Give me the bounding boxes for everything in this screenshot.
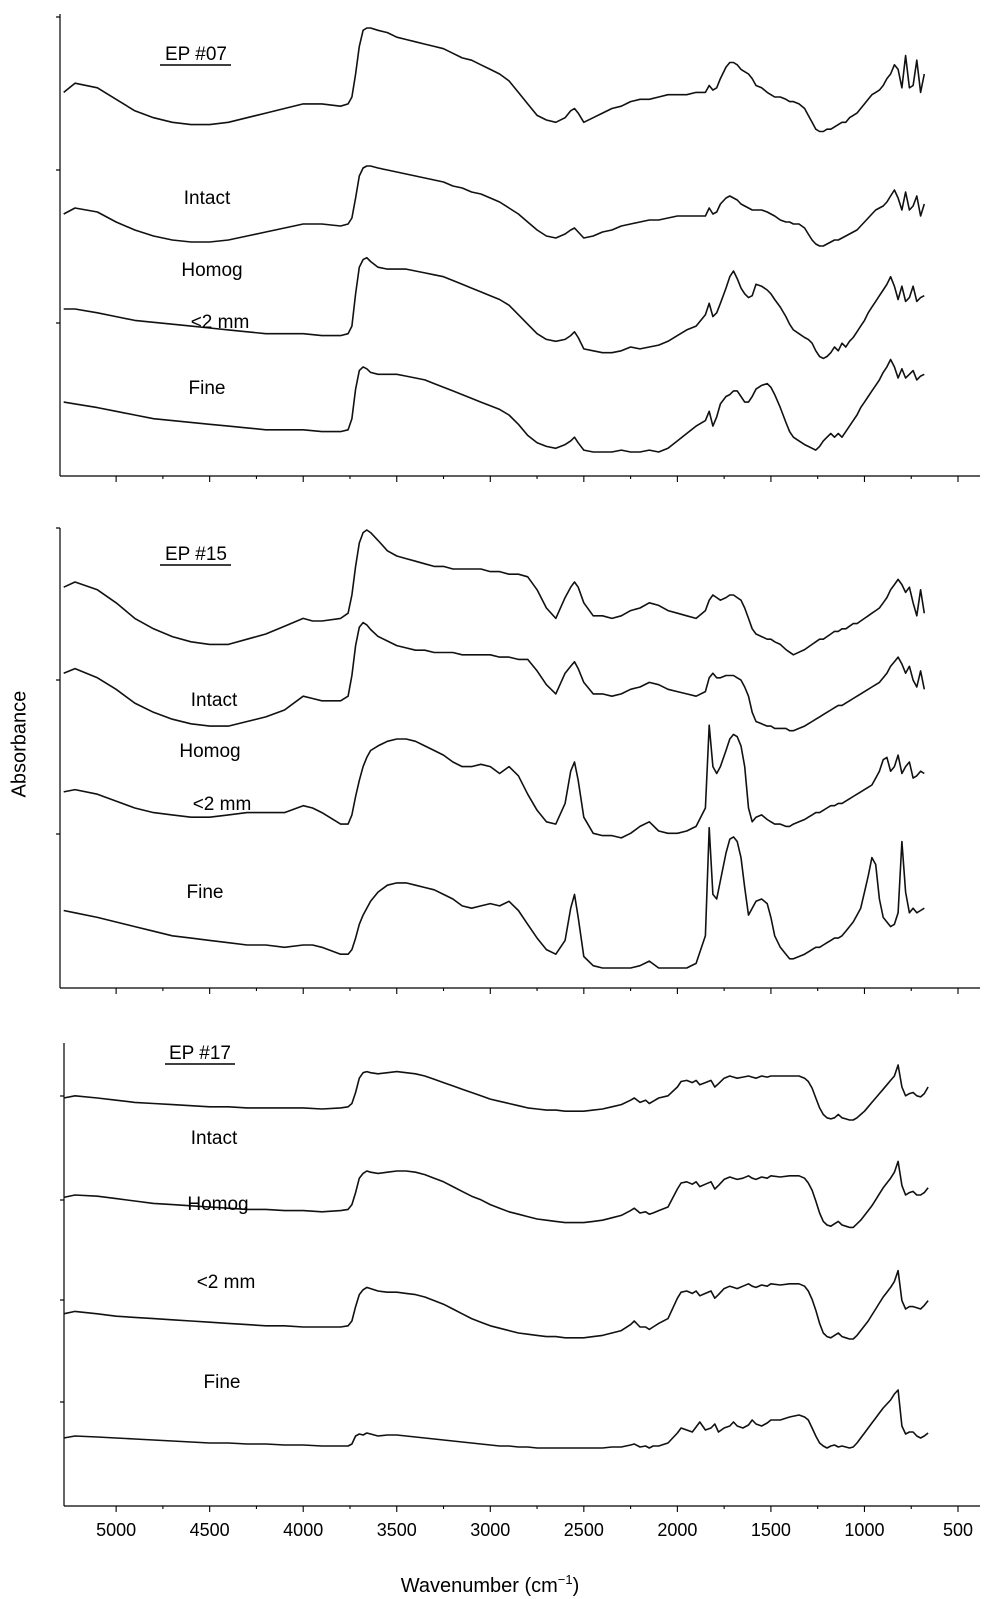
- x-tick-label: 1000: [844, 1520, 884, 1540]
- spectrum-line-intact: [63, 1064, 929, 1121]
- x-tick-label: 2000: [657, 1520, 697, 1540]
- series-label: Fine: [189, 378, 226, 399]
- x-tick-label: 1500: [751, 1520, 791, 1540]
- series-label: Intact: [191, 690, 238, 711]
- spectrum-panel-1: EP #07 Intact Homog <2 mm Fine: [56, 14, 980, 482]
- x-tick-label: 500: [943, 1520, 973, 1540]
- series-label: <2 mm: [193, 794, 252, 815]
- x-tick-label: 4000: [283, 1520, 323, 1540]
- spectrum-line-fine: [63, 826, 925, 969]
- x-tick-label: 2500: [564, 1520, 604, 1540]
- x-tick-label: 5000: [96, 1520, 136, 1540]
- spectrum-line-intact: [63, 27, 926, 133]
- x-tick-label: 3000: [470, 1520, 510, 1540]
- spectrum-line--2-mm: [63, 1269, 929, 1340]
- series-label: Homog: [187, 1194, 248, 1215]
- series-label: Intact: [191, 1128, 238, 1149]
- spectrum-panel-2: EP #15 Intact Homog <2 mm Fine: [56, 527, 980, 994]
- spectrum-line--2-mm: [63, 256, 925, 360]
- series-label: Fine: [187, 882, 224, 903]
- series-label: <2 mm: [191, 312, 250, 333]
- series-label: <2 mm: [197, 1272, 256, 1293]
- spectrum-line-homog: [63, 1160, 929, 1229]
- x-tick-label: 4500: [190, 1520, 230, 1540]
- series-label: Fine: [204, 1372, 241, 1393]
- spectrum-line-fine: [63, 1389, 929, 1449]
- spectrum-line-homog: [63, 165, 926, 247]
- spectrum-panel-3: EP #17 Intact Homog <2 mm Fine: [60, 1043, 980, 1512]
- spectrum-line--2-mm: [63, 724, 925, 839]
- spectrum-line-homog: [63, 621, 926, 732]
- x-tick-label: 3500: [377, 1520, 417, 1540]
- spectrum-line-fine: [63, 358, 925, 453]
- x-axis-title: Wavenumber (cm−1): [401, 1572, 580, 1597]
- panel-title: EP #17: [169, 1043, 231, 1064]
- x-axis-title-superscript: −1: [558, 1572, 573, 1587]
- series-label: Homog: [181, 260, 242, 281]
- series-label: Intact: [184, 188, 231, 209]
- panel-title: EP #07: [165, 44, 227, 65]
- series-label: Homog: [179, 741, 240, 762]
- y-axis-title: Absorbance: [8, 690, 31, 798]
- spectrum-line-intact: [63, 529, 926, 656]
- x-axis-tick-labels: 5000 4500 4000 3500 3000 2500 2000 1500 1000 500: [96, 1520, 973, 1540]
- panel-title: EP #15: [165, 544, 227, 565]
